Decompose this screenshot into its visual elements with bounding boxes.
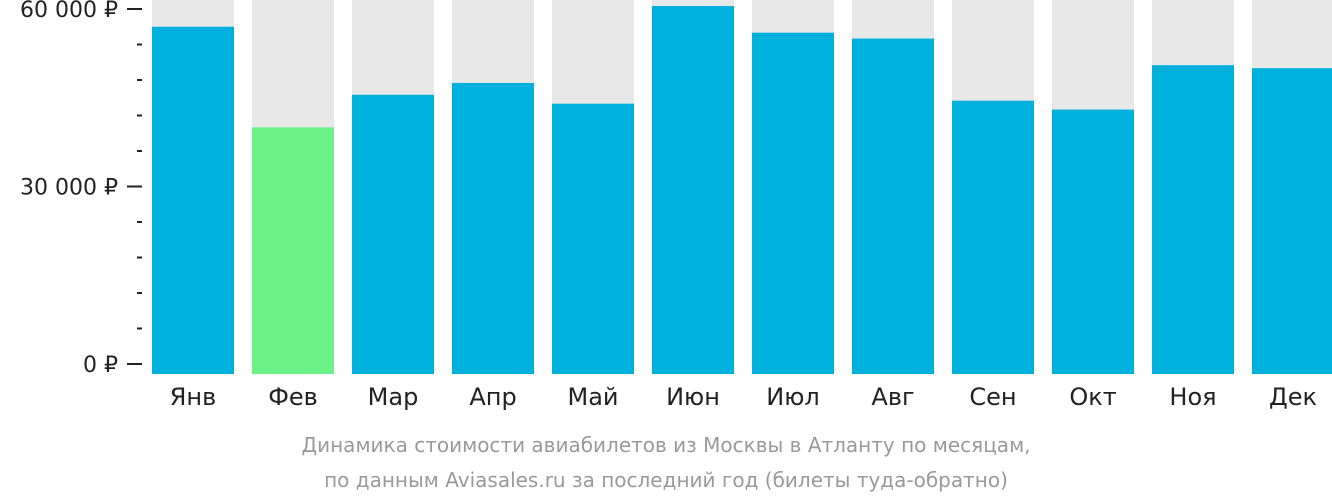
bar-12[interactable] [1252,68,1332,375]
x-tick-label: Дек [1269,383,1317,411]
y-axis: 0 ₽ 30 000 ₽ 60 000 ₽ [20,0,142,378]
x-tick-label: Ноя [1169,383,1216,411]
x-tick-label: Июл [766,383,820,411]
bar-5[interactable] [552,103,634,375]
x-axis: Янв Фев Мар Апр Май Июн Июл Авг Сен Окт Ноя Дек [170,383,1317,411]
bar-8[interactable] [852,38,934,374]
bar-7[interactable] [752,32,834,375]
bar-2[interactable] [252,127,334,374]
bar-11[interactable] [1152,65,1234,374]
x-tick-label: Авг [871,383,914,411]
bar-4[interactable] [452,82,534,374]
x-tick-label: Янв [170,383,217,411]
x-tick-label: Фев [268,383,318,411]
x-tick-label: Окт [1069,383,1116,411]
bar-3[interactable] [352,94,434,375]
bar-6[interactable] [652,6,734,375]
y-tick-label: 0 ₽ [83,353,118,378]
chart-caption-line-1: Динамика стоимости авиабилетов из Москвы… [301,433,1031,457]
price-bar-chart: 0 ₽ 30 000 ₽ 60 000 ₽ Янв Фев Мар Апр Май Июн Ию… [20,0,1332,411]
x-tick-label: Мар [368,383,419,411]
y-tick-label: 60 000 ₽ [20,0,118,23]
bar-1[interactable] [152,26,234,374]
bar-9[interactable] [952,100,1034,374]
x-tick-label: Май [567,383,618,411]
x-tick-label: Сен [969,383,1016,411]
chart-caption-line-2: по данным Aviasales.ru за последний год … [324,468,1008,492]
x-tick-label: Апр [469,383,516,411]
x-tick-label: Июн [666,383,720,411]
bar-10[interactable] [1052,109,1134,374]
bars [152,6,1332,375]
y-tick-label: 30 000 ₽ [20,176,118,201]
